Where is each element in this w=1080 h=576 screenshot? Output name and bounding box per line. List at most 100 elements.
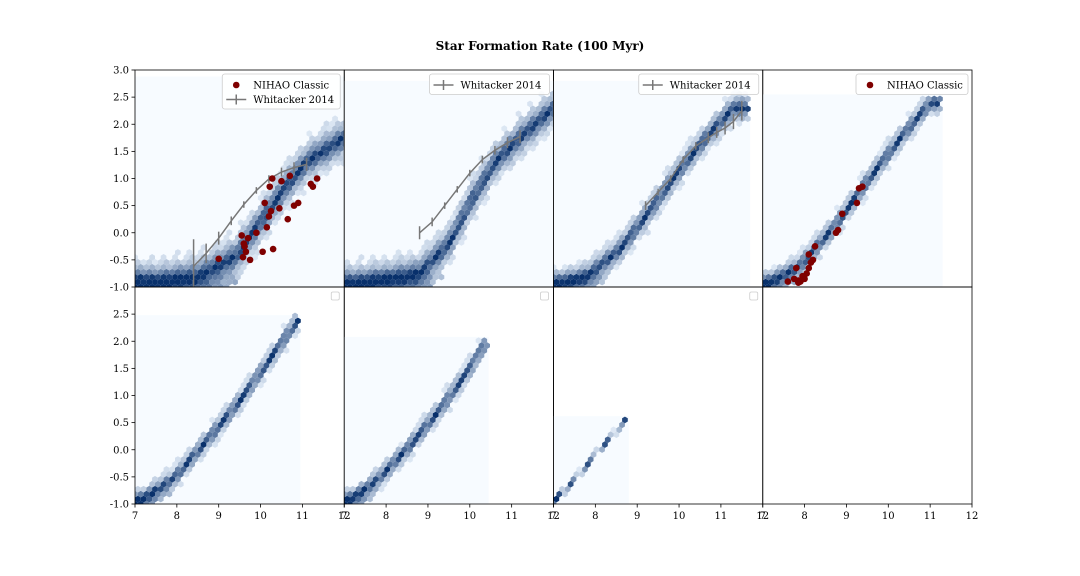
hexbin-cell (232, 259, 238, 266)
hexbin-cell (862, 194, 869, 202)
nihao-point (244, 234, 252, 242)
hexbin-cell (458, 229, 465, 236)
hexbin-cell (736, 100, 743, 108)
hexbin-cell (266, 189, 273, 197)
hexbin-cell (452, 386, 459, 394)
hexbin-cell (309, 174, 315, 182)
hexbin-cell (602, 441, 608, 448)
hexbin-cell (292, 155, 298, 162)
hexbin-cell (535, 115, 542, 122)
hexbin-cell (175, 466, 181, 473)
hexbin-cell (427, 254, 433, 261)
hexbin-cell (335, 130, 341, 137)
hexbin-cell (622, 416, 628, 424)
hexbin-cell (602, 244, 608, 251)
hexbin-cell (392, 461, 399, 468)
hexbin-cell (897, 135, 903, 142)
hexbin-cell (200, 451, 207, 458)
hexbin-cell (212, 273, 218, 281)
hexbin-cell (444, 234, 450, 241)
hexbin-cell (367, 485, 373, 493)
plot-area (135, 312, 301, 504)
hexbin-cell (702, 130, 708, 137)
hexbin-cell (340, 130, 345, 137)
y-tick-label: 1.0 (113, 174, 129, 185)
hexbin-cell (418, 278, 425, 286)
hexbin-cell (455, 204, 462, 212)
hexbin-cell (432, 421, 439, 429)
hexbin-cell (538, 130, 545, 137)
hexbin-cell (914, 105, 920, 113)
hexbin-cell (799, 263, 806, 271)
hexbin-cell (501, 135, 508, 142)
hexbin-cell (195, 283, 201, 287)
hexbin-cell (432, 254, 439, 261)
hexbin-cell (905, 130, 912, 137)
hexbin-cell (197, 278, 204, 286)
hexbin-cell (865, 169, 872, 177)
hexbin-cell (361, 495, 368, 503)
hexbin-cell (203, 278, 210, 286)
hexbin-cell (779, 268, 786, 276)
hexbin-cell (727, 115, 734, 122)
hexbin-cell (822, 224, 829, 231)
hexbin-cell (435, 229, 442, 236)
hexbin-cell (679, 179, 685, 187)
hexbin-cell (699, 145, 705, 152)
hexbin-cell (467, 352, 473, 359)
hexbin-cell (381, 480, 388, 488)
hexbin-cell (177, 480, 184, 488)
hexbin-cell (323, 150, 330, 157)
hexbin-cell (553, 495, 560, 503)
hexbin-cell (616, 239, 623, 246)
hexbin-cell (160, 480, 167, 488)
hexbin-cell (424, 426, 430, 434)
hexbin-cell (541, 95, 548, 103)
hexbin-cell (272, 357, 278, 364)
y-tick-label: 0.0 (113, 445, 129, 456)
hexbin-cell (410, 431, 416, 438)
hexbin-cell (269, 352, 275, 359)
hexbin-cell (320, 164, 327, 172)
hexbin-cell (367, 476, 373, 483)
hexbin-cell (450, 244, 456, 251)
hexbin-cell (450, 234, 456, 241)
hexbin-cell (223, 283, 230, 287)
hexbin-cell (392, 254, 399, 261)
hexbin-cell (306, 169, 313, 177)
hexbin-cell (223, 421, 230, 429)
hexbin-cell (647, 214, 654, 221)
hexbin-cell (344, 268, 350, 276)
hexbin-cell (547, 95, 553, 103)
subplot-0-2: Whitacker 2014 (553, 69, 764, 288)
series-nihao-classic (215, 172, 321, 264)
hexbin-cell (172, 263, 178, 271)
hexbin-cell (435, 249, 442, 256)
hexbin-cell (762, 283, 766, 287)
legend-marker-nihao (232, 81, 240, 89)
hexbin-cell (452, 209, 459, 217)
hexbin-cell (323, 160, 330, 167)
hexbin-cell (438, 411, 445, 419)
hexbin-cell (212, 431, 218, 438)
nihao-point (242, 248, 250, 256)
hexbin-cell (530, 105, 536, 113)
hexbin-cell (461, 362, 468, 369)
hexbin-cell (464, 377, 470, 384)
hexbin-cell (392, 263, 399, 271)
hexbin-cell (584, 461, 591, 468)
hexbin-cell (404, 441, 410, 448)
hexbin-cell (337, 155, 344, 162)
hexbin-cell (427, 411, 433, 419)
hexbin-cell (492, 179, 499, 187)
hexbin-cell (372, 278, 379, 286)
hexbin-cell (857, 174, 863, 182)
x-tick-label: 11 (924, 511, 937, 522)
hexbin-cell (430, 426, 436, 434)
hexbin-cell (604, 268, 611, 276)
hexbin-cell (260, 219, 267, 226)
hexbin-cell (444, 401, 450, 409)
hexbin-cell (696, 130, 703, 137)
hexbin-cell (828, 224, 835, 231)
hexbin-cell (573, 273, 580, 281)
